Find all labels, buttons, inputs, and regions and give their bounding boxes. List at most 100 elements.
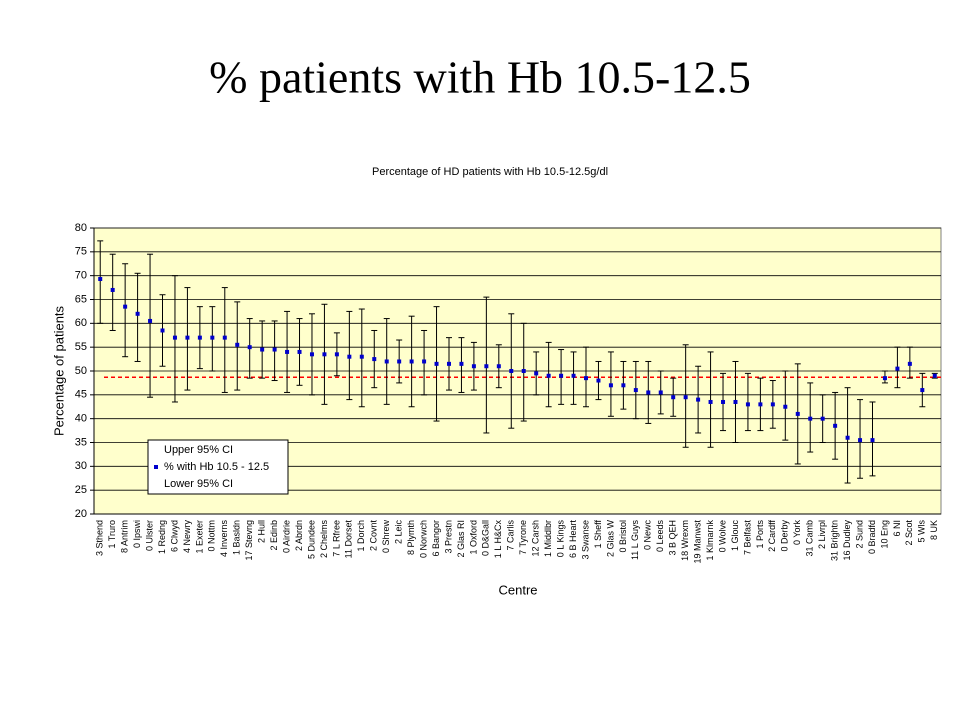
marker <box>521 369 526 373</box>
marker <box>683 395 688 400</box>
x-tick-label: 1 L H&Cx <box>493 520 503 559</box>
x-tick-label: 5 Dundee <box>306 520 316 559</box>
x-tick-label: 16 Dudley <box>842 520 852 561</box>
x-tick-label: 10 Eng <box>879 520 889 549</box>
x-tick-label: 8 UK <box>929 520 939 540</box>
x-tick-label: 3 B QEH <box>668 520 678 556</box>
x-tick-label: 0 L Kings <box>555 520 565 558</box>
x-tick-label: 1 Glouc <box>730 520 740 552</box>
x-tick-label: 2 Livrpl <box>817 520 827 549</box>
y-tick-label: 70 <box>75 270 87 282</box>
marker <box>932 373 937 378</box>
x-tick-label: 6 Bangor <box>431 520 441 557</box>
marker <box>845 435 850 440</box>
x-tick-label: 0 Wolve <box>717 520 727 552</box>
marker <box>409 359 414 364</box>
x-tick-label: 2 Cardff <box>767 520 777 552</box>
marker <box>546 373 551 378</box>
y-tick-label: 55 <box>75 341 87 353</box>
marker <box>471 364 476 369</box>
x-tick-label: 6 NI <box>892 520 902 537</box>
marker <box>272 347 277 352</box>
marker <box>110 287 115 292</box>
x-tick-label: 31 Camb <box>805 520 815 557</box>
y-axis-label: Percentage of patients <box>51 305 66 436</box>
x-tick-label: 0 York <box>792 520 802 546</box>
marker <box>322 352 327 357</box>
x-tick-label: 4 Inverns <box>219 520 229 558</box>
page-title: % patients with Hb 10.5-12.5 <box>209 52 751 103</box>
x-tick-label: 5 Wls <box>917 520 927 543</box>
marker <box>98 277 103 282</box>
x-tick-label: 0 Newc <box>643 520 653 551</box>
marker <box>372 357 377 362</box>
marker <box>496 364 501 369</box>
x-tick-label: 1 Exeter <box>194 520 204 554</box>
legend-label: Lower 95% CI <box>164 478 233 490</box>
marker <box>297 349 302 354</box>
marker <box>148 318 153 323</box>
marker <box>783 404 788 409</box>
x-tick-label: 1 Basldn <box>232 520 242 555</box>
x-tick-label: 3 Sthend <box>95 520 105 556</box>
x-tick-label: 3 Prestn <box>443 520 453 554</box>
legend-marker <box>154 465 158 469</box>
marker <box>658 390 663 395</box>
legend-box <box>147 439 289 495</box>
x-tick-label: 8 Antrim <box>120 520 130 553</box>
marker <box>646 390 651 395</box>
x-tick-label: 17 Stevng <box>244 520 254 561</box>
marker <box>347 354 352 359</box>
x-tick-label: 2 Leic <box>394 520 404 545</box>
marker <box>671 395 676 400</box>
x-tick-label: 18 Wrexm <box>680 520 690 561</box>
marker <box>172 335 177 340</box>
marker <box>758 402 763 407</box>
x-tick-label: 2 Edinb <box>269 520 279 551</box>
marker <box>621 383 626 388</box>
x-tick-label: 7 Tyrone <box>518 520 528 555</box>
marker <box>633 388 638 393</box>
marker <box>235 342 240 347</box>
marker <box>608 383 613 388</box>
x-tick-label: 0 Nottm <box>207 520 217 552</box>
x-tick-label: 11 L Guys <box>630 520 640 561</box>
x-tick-label: 1 Redng <box>157 520 167 554</box>
y-tick-label: 60 <box>75 317 87 329</box>
x-tick-label: 1 Klmarnk <box>705 520 715 561</box>
y-tick-label: 40 <box>75 413 87 425</box>
x-tick-label: 31 Brightn <box>830 520 840 561</box>
x-tick-label: 2 Scot <box>904 520 914 546</box>
marker <box>123 304 128 309</box>
marker <box>397 359 402 364</box>
x-tick-label: 2 Chelms <box>319 520 329 559</box>
x-tick-label: 12 Carsh <box>531 520 541 557</box>
x-tick-label: 1 Oxford <box>468 520 478 555</box>
marker <box>858 438 863 443</box>
chart-title: Percentage of HD patients with Hb 10.5-1… <box>372 166 608 178</box>
x-tick-label: 2 Hull <box>257 520 267 543</box>
y-tick-label: 50 <box>75 365 87 377</box>
x-tick-label: 0 Bradfd <box>867 520 877 554</box>
x-tick-label: 8 Plymth <box>406 520 416 555</box>
x-tick-label: 1 Middlbr <box>543 520 553 557</box>
marker <box>895 366 900 371</box>
marker <box>870 438 875 443</box>
marker <box>808 416 813 421</box>
y-tick-label: 65 <box>75 293 87 305</box>
x-tick-label: 0 Ulster <box>144 520 154 551</box>
marker <box>833 423 838 428</box>
marker <box>222 335 227 340</box>
x-tick-label: 0 Derby <box>780 520 790 552</box>
x-tick-label: 3 Swanse <box>580 520 590 560</box>
marker <box>559 373 564 378</box>
x-tick-label: 0 Norwch <box>418 520 428 558</box>
marker <box>882 376 887 381</box>
x-tick-label: 2 Abrdn <box>294 520 304 551</box>
marker <box>309 352 314 357</box>
x-tick-label: 1 Truro <box>107 520 117 549</box>
marker <box>571 373 576 378</box>
marker <box>920 388 925 393</box>
x-tick-label: 1 Ports <box>755 520 765 549</box>
